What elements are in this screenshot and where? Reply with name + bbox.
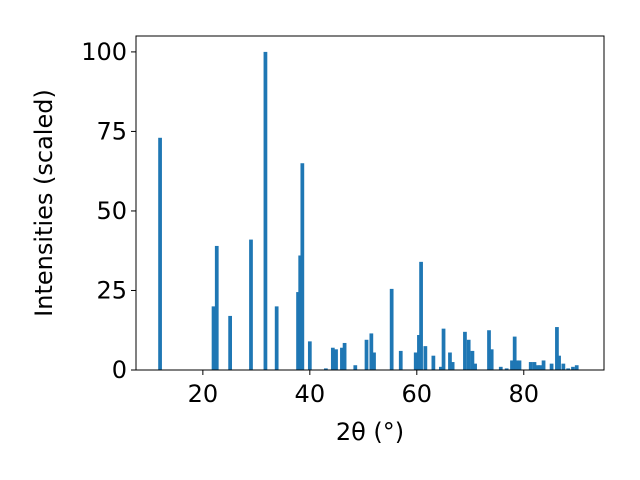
- bar: [228, 315, 232, 370]
- bar: [571, 366, 575, 370]
- bar: [463, 331, 467, 370]
- y-axis: 0 25 50 75 100: [81, 38, 136, 384]
- y-tick-label: 100: [81, 38, 127, 66]
- bar: [298, 255, 303, 370]
- bar: [448, 352, 452, 370]
- bar: [353, 365, 358, 370]
- bar: [413, 352, 418, 370]
- bar: [439, 366, 443, 370]
- bar: [300, 163, 305, 370]
- bar: [342, 342, 347, 370]
- bar: [307, 341, 312, 370]
- x-tick-label: 40: [295, 380, 326, 408]
- bar: [431, 355, 436, 370]
- y-tick-label: 0: [112, 356, 127, 384]
- bar: [296, 292, 300, 370]
- bar: [555, 327, 559, 370]
- bar: [473, 363, 477, 370]
- bar: [334, 349, 338, 370]
- bar: [211, 306, 216, 370]
- bar: [441, 328, 446, 370]
- bar: [574, 365, 579, 370]
- bar: [489, 349, 494, 370]
- y-tick-label: 25: [96, 276, 127, 304]
- bar: [417, 335, 421, 370]
- bar: [214, 245, 219, 370]
- bar: [532, 362, 537, 370]
- bar: [561, 363, 566, 370]
- bar: [419, 261, 423, 370]
- bar: [466, 339, 471, 370]
- bar: [510, 360, 514, 370]
- bar: [541, 360, 546, 370]
- bar: [158, 137, 162, 370]
- bar: [549, 363, 554, 370]
- x-axis-label: 2θ (°): [336, 418, 404, 446]
- y-axis-label: Intensities (scaled): [30, 89, 58, 317]
- bar: [535, 365, 540, 370]
- bar: [470, 350, 475, 370]
- plot-frame: [135, 35, 605, 371]
- bar: [557, 355, 561, 370]
- bar: [263, 51, 268, 371]
- bar: [487, 330, 491, 370]
- bar: [340, 347, 344, 370]
- bar: [512, 336, 517, 370]
- bar: [450, 362, 455, 370]
- bar: [389, 288, 394, 370]
- bar: [330, 347, 335, 370]
- bar: [249, 239, 253, 370]
- x-tick-label: 80: [508, 380, 539, 408]
- bar: [369, 333, 374, 370]
- bar: [372, 352, 376, 370]
- bar: [538, 365, 543, 370]
- bar: [423, 346, 428, 370]
- bar: [498, 366, 503, 370]
- bar: [274, 306, 279, 370]
- bar: [517, 360, 522, 370]
- bar-series: [158, 51, 579, 371]
- bar: [398, 350, 403, 370]
- x-tick-label: 20: [188, 380, 219, 408]
- bar: [324, 368, 328, 370]
- bar: [566, 368, 571, 370]
- bar: [504, 368, 509, 370]
- bar: [528, 362, 533, 370]
- y-tick-label: 50: [96, 197, 127, 225]
- bar: [514, 360, 519, 370]
- x-axis: 20 40 60 80: [188, 370, 539, 408]
- y-tick-label: 75: [96, 117, 127, 145]
- x-tick-label: 60: [402, 380, 433, 408]
- bar: [364, 339, 369, 370]
